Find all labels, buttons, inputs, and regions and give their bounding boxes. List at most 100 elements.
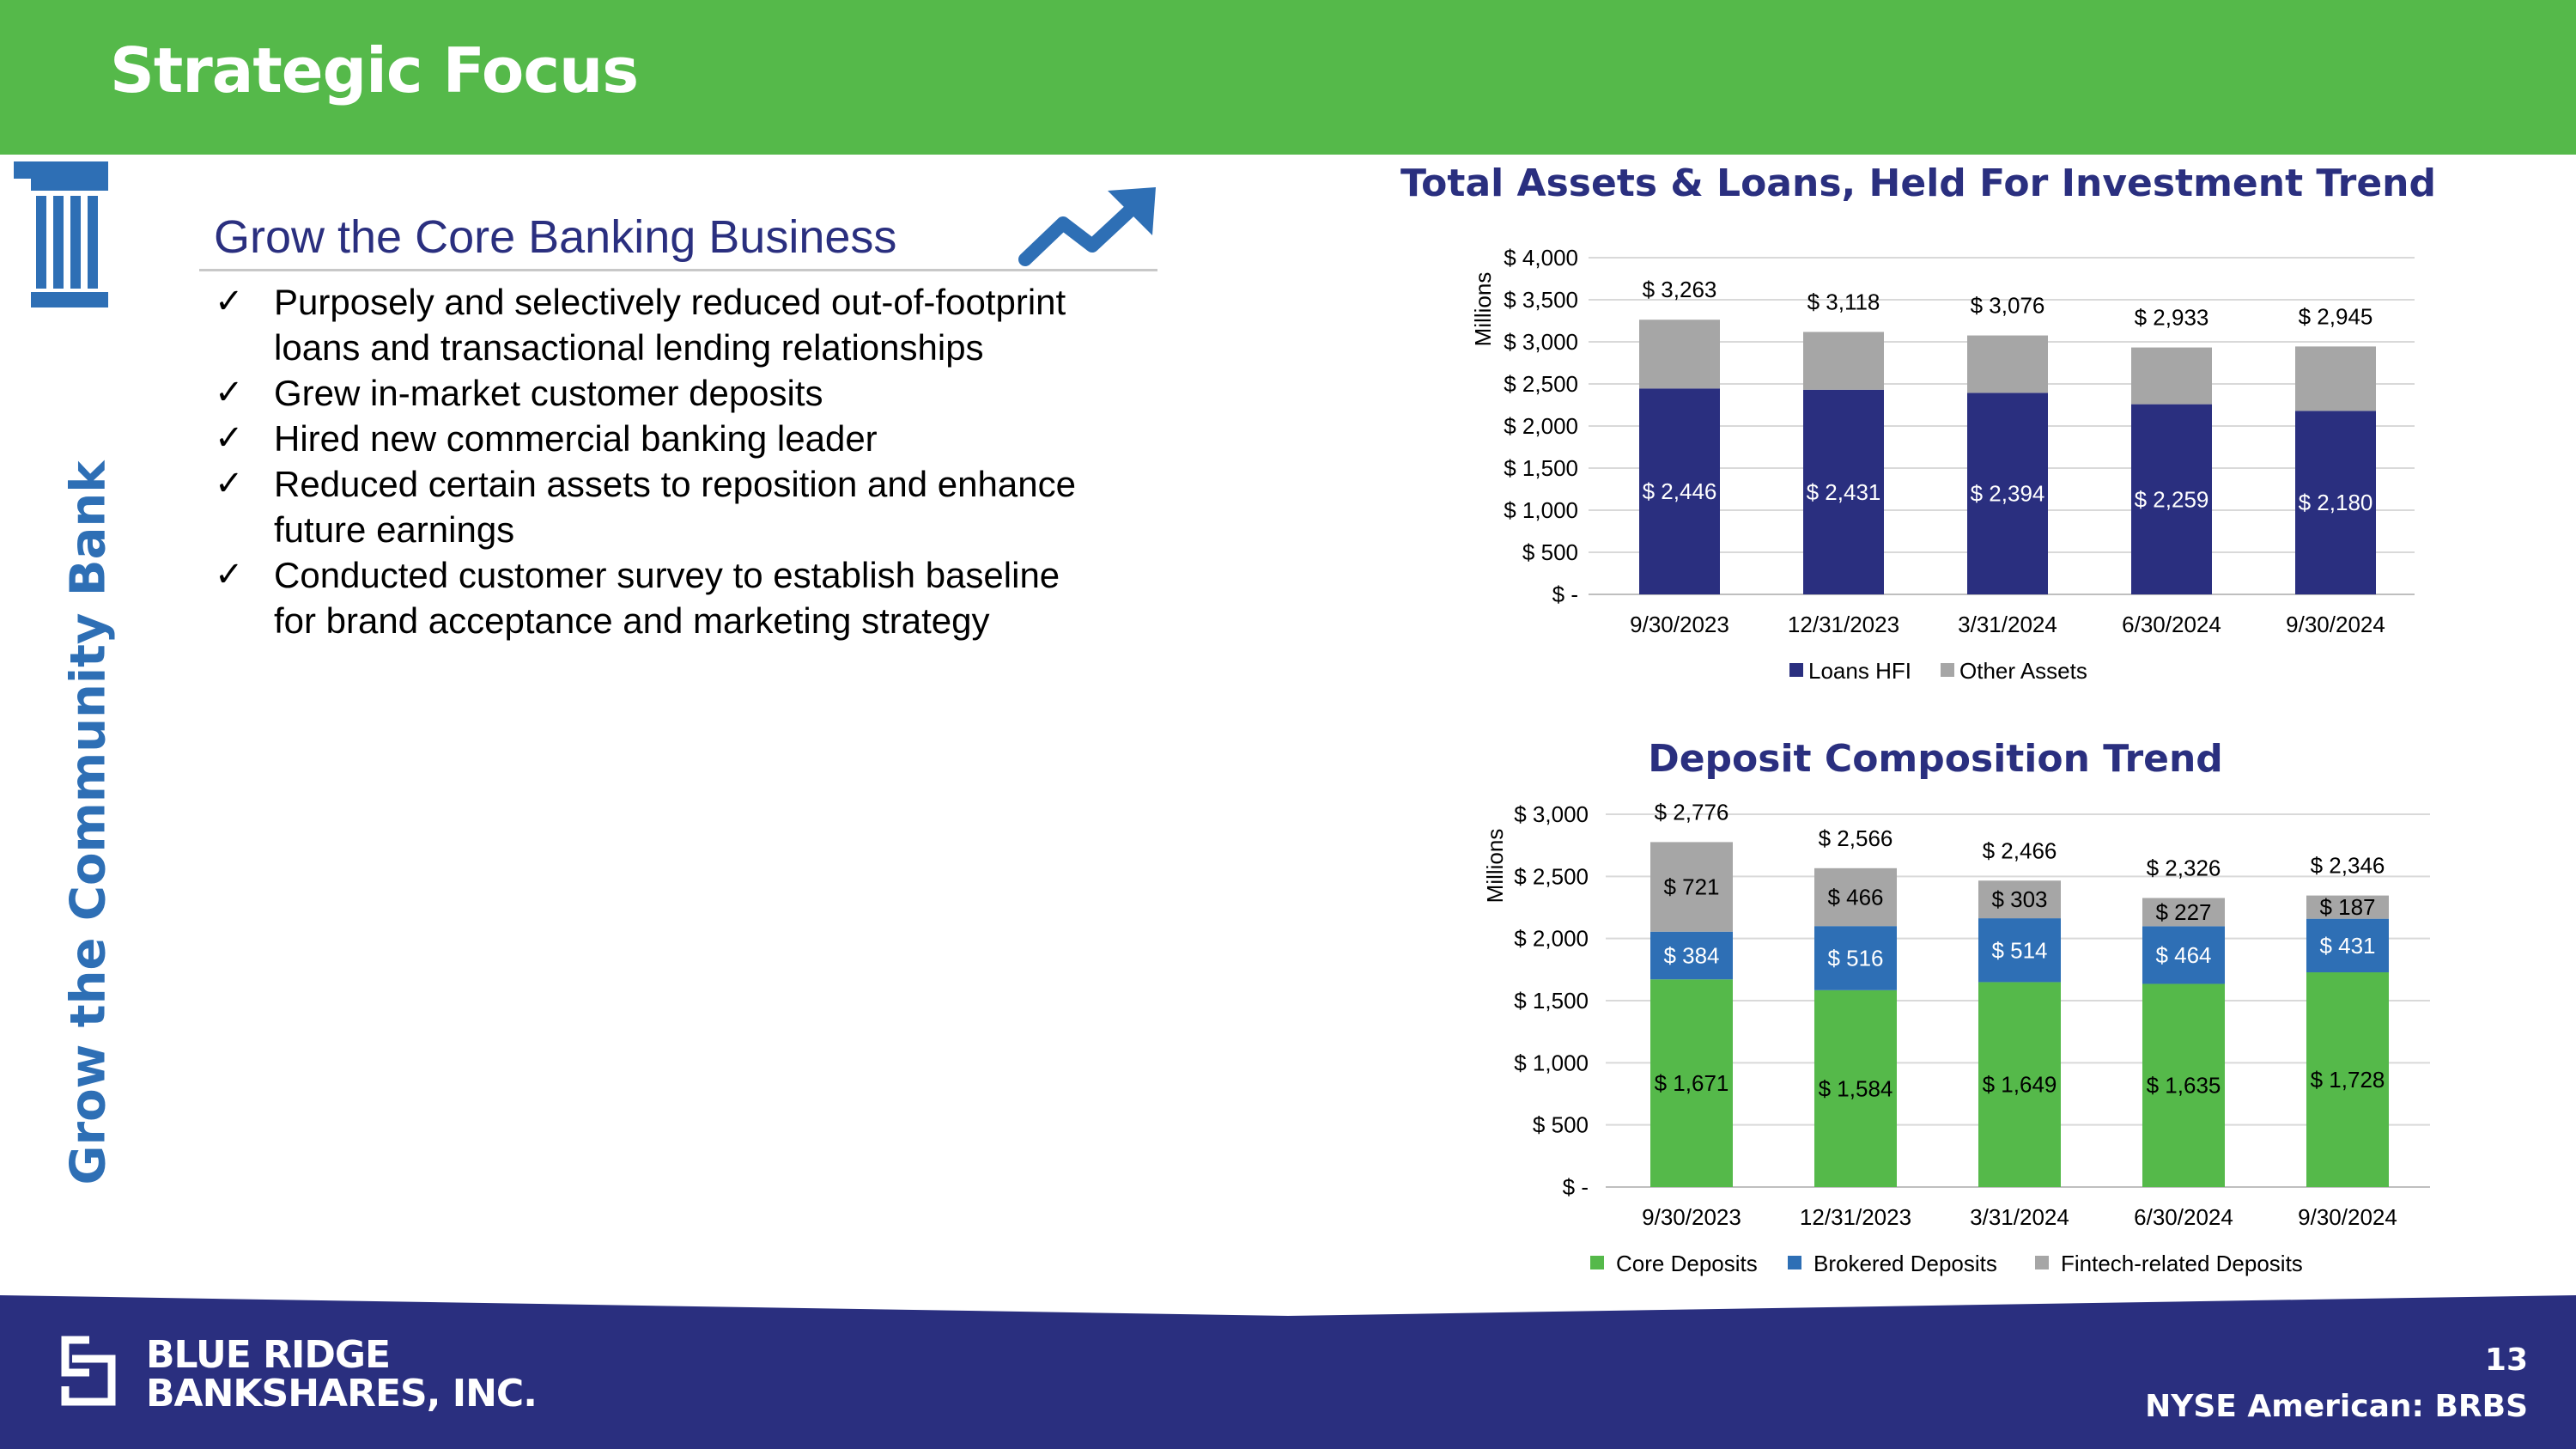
header-bar: Strategic Focus bbox=[0, 0, 2576, 155]
total-label: $ 2,566 bbox=[1819, 825, 1893, 851]
x-tick-label: 6/30/2024 bbox=[2122, 612, 2221, 637]
stock-ticker: NYSE American: BRBS bbox=[2145, 1389, 2528, 1424]
y-tick-label: $ 1,000 bbox=[1514, 1050, 1589, 1075]
data-label: $ 514 bbox=[1991, 937, 2047, 963]
y-tick-label: $ - bbox=[1552, 581, 1578, 607]
y-tick-label: $ 500 bbox=[1522, 539, 1578, 565]
total-label: $ 3,076 bbox=[1971, 293, 2045, 319]
total-label: $ 2,776 bbox=[1655, 799, 1729, 825]
legend-swatch bbox=[1590, 1256, 1604, 1269]
y-tick-label: $ 2,000 bbox=[1514, 926, 1589, 952]
data-label: $ 303 bbox=[1991, 886, 2047, 912]
checkmark-icon: ✓ bbox=[215, 373, 244, 412]
bar-core-deposits bbox=[2306, 972, 2389, 1187]
y-tick-label: $ 4,000 bbox=[1504, 245, 1578, 271]
bullet-text: Hired new commercial banking leader bbox=[274, 418, 878, 459]
bar-brokered-deposits bbox=[1650, 931, 1733, 980]
bullet-text: Grew in-market customer deposits bbox=[274, 373, 823, 413]
data-label: $ 2,394 bbox=[1971, 481, 2045, 507]
x-tick-label: 9/30/2023 bbox=[1630, 612, 1729, 637]
data-label: $ 721 bbox=[1663, 874, 1719, 900]
data-label: $ 2,446 bbox=[1643, 478, 1717, 504]
total-label: $ 3,263 bbox=[1643, 277, 1717, 302]
bullet-text: Purposely and selectively reduced out-of… bbox=[274, 282, 1066, 322]
legend-swatch bbox=[1788, 1256, 1801, 1269]
y-tick-label: $ 3,000 bbox=[1514, 801, 1589, 827]
column-pillar-icon bbox=[14, 161, 108, 307]
page-number: 13 bbox=[2484, 1342, 2528, 1378]
bar-brokered-deposits bbox=[1978, 918, 2061, 983]
bar-loans-hfi bbox=[1803, 389, 1884, 594]
x-tick-label: 12/31/2023 bbox=[1788, 612, 1899, 637]
checkmark-icon: ✓ bbox=[215, 282, 244, 321]
legend-entry: Fintech-related Deposits bbox=[2061, 1251, 2303, 1276]
legend-entry: Loans HFI bbox=[1808, 658, 1911, 684]
bullet-list: ✓ Purposely and selectively reduced out-o… bbox=[215, 279, 1185, 643]
bar-core-deposits bbox=[1978, 982, 2061, 1187]
legend-entry: Core Deposits bbox=[1616, 1251, 1758, 1276]
bar-brokered-deposits bbox=[2306, 918, 2389, 973]
bullet-item: ✓ Conducted customer survey to establish … bbox=[215, 552, 1185, 643]
bar-fintech-related-deposits bbox=[1650, 842, 1733, 932]
bar-fintech-related-deposits bbox=[1814, 868, 1897, 927]
total-label: $ 2,466 bbox=[1983, 837, 2057, 863]
data-label: $ 516 bbox=[1827, 946, 1883, 971]
y-axis-label: Millions bbox=[1470, 272, 1496, 347]
sidebar: Grow the Community Bank bbox=[14, 161, 134, 1184]
x-tick-label: 9/30/2024 bbox=[2298, 1204, 2397, 1230]
total-label: $ 2,945 bbox=[2299, 303, 2373, 329]
x-tick-label: 6/30/2024 bbox=[2134, 1204, 2233, 1230]
bullet-item: ✓ Hired new commercial banking leader bbox=[215, 416, 1185, 461]
legend-swatch bbox=[1789, 663, 1803, 677]
bar-loans-hfi bbox=[1967, 393, 2048, 594]
page-title: Strategic Focus bbox=[110, 34, 639, 107]
y-tick-label: $ 2,500 bbox=[1504, 371, 1578, 397]
chart-title-assets: Total Assets & Loans, Held For Investmen… bbox=[1400, 161, 2436, 205]
bullet-item: ✓ Purposely and selectively reduced out-o… bbox=[215, 279, 1185, 370]
data-label: $ 1,671 bbox=[1655, 1070, 1729, 1096]
chart-title-deposits: Deposit Composition Trend bbox=[1648, 737, 2223, 781]
bar-fintech-related-deposits bbox=[1978, 880, 2061, 919]
y-tick-label: $ 500 bbox=[1533, 1112, 1589, 1138]
total-label: $ 2,933 bbox=[2135, 305, 2209, 331]
x-tick-label: 3/31/2024 bbox=[1970, 1204, 2069, 1230]
section-heading: Grow the Core Banking Business bbox=[214, 211, 897, 263]
bar-brokered-deposits bbox=[1814, 926, 1897, 990]
logo-line-2: BANKSHARES, INC. bbox=[146, 1372, 538, 1416]
legend-swatch bbox=[1941, 663, 1954, 677]
y-axis-label: Millions bbox=[1482, 829, 1508, 904]
x-tick-label: 12/31/2023 bbox=[1800, 1204, 1911, 1230]
data-label: $ 2,431 bbox=[1807, 479, 1881, 505]
y-tick-label: $ 2,500 bbox=[1514, 863, 1589, 889]
bullet-text: loans and transactional lending relation… bbox=[274, 327, 984, 368]
total-label: $ 2,326 bbox=[2147, 855, 2221, 881]
checkmark-icon: ✓ bbox=[215, 418, 244, 458]
y-tick-label: $ 1,000 bbox=[1504, 497, 1578, 523]
legend-swatch bbox=[2035, 1256, 2049, 1269]
bullet-text: future earnings bbox=[274, 509, 515, 550]
bar-loans-hfi bbox=[2131, 404, 2212, 594]
bullet-item: ✓ Grew in-market customer deposits bbox=[215, 370, 1185, 416]
data-label: $ 466 bbox=[1827, 884, 1883, 910]
trend-up-arrow-icon bbox=[1018, 187, 1156, 266]
bar-other-assets bbox=[1967, 335, 2048, 393]
y-tick-label: $ 2,000 bbox=[1504, 413, 1578, 439]
bullet-text: Reduced certain assets to reposition and… bbox=[274, 464, 1076, 504]
bar-other-assets bbox=[2131, 347, 2212, 405]
data-label: $ 2,259 bbox=[2135, 486, 2209, 512]
legend-entry: Other Assets bbox=[1959, 658, 2087, 684]
data-label: $ 1,728 bbox=[2311, 1067, 2385, 1093]
checkmark-icon: ✓ bbox=[215, 464, 244, 503]
bar-core-deposits bbox=[1650, 979, 1733, 1187]
data-label: $ 384 bbox=[1663, 942, 1719, 968]
bar-loans-hfi bbox=[1639, 388, 1720, 594]
x-tick-label: 9/30/2024 bbox=[2286, 612, 2385, 637]
data-label: $ 227 bbox=[2155, 899, 2211, 925]
total-label: $ 3,118 bbox=[1807, 289, 1880, 314]
data-label: $ 1,584 bbox=[1819, 1075, 1893, 1101]
data-label: $ 464 bbox=[2155, 942, 2211, 968]
bar-loans-hfi bbox=[2295, 411, 2376, 594]
data-label: $ 2,180 bbox=[2299, 490, 2373, 515]
